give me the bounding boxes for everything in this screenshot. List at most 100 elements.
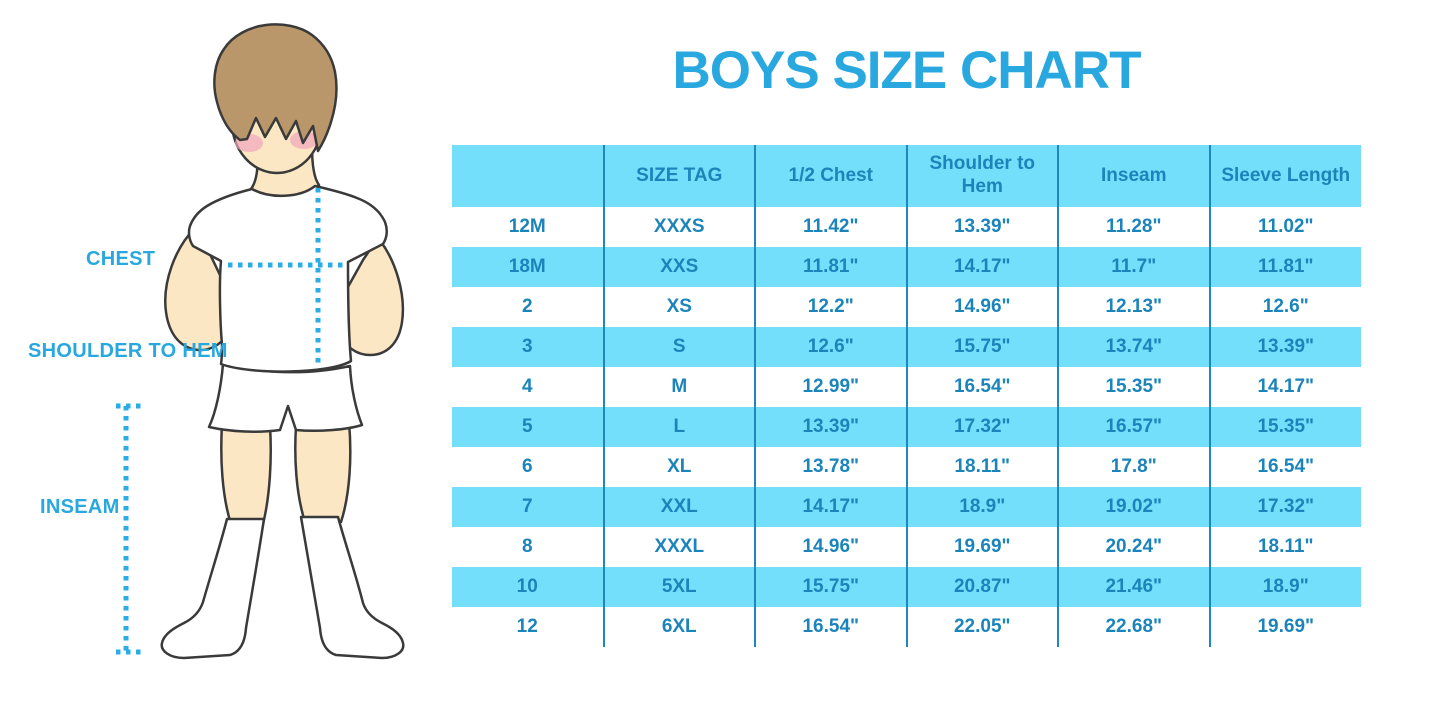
table-cell: 16.57" [1057, 407, 1210, 447]
table-cell: 12.6" [1208, 287, 1361, 327]
table-cell: 12M [452, 207, 604, 247]
right-leg [294, 420, 352, 524]
table-cell: 18.9" [1208, 567, 1361, 607]
table-cell: 12.99" [754, 367, 907, 407]
table-cell: 14.96" [754, 527, 907, 567]
table-row: 12M XXXS 11.42" 13.39" 11.28" 11.02" [452, 207, 1361, 247]
size-table-header: SIZE TAG 1/2 Chest Shoulder to Hem Inseam Sl… [452, 145, 1361, 207]
table-cell: 18M [452, 247, 604, 287]
table-row: 12 6XL 16.54" 22.05" 22.68" 19.69" [452, 607, 1361, 647]
table-cell: 17.8" [1057, 447, 1210, 487]
table-cell: 14.17" [754, 487, 907, 527]
size-table: SIZE TAG 1/2 Chest Shoulder to Hem Inseam Sl… [452, 145, 1361, 647]
column-header: Shoulder to Hem [905, 145, 1058, 207]
table-cell: 19.02" [1057, 487, 1210, 527]
table-cell: 12.6" [754, 327, 907, 367]
table-cell: XXS [602, 247, 755, 287]
column-header: 1/2 Chest [754, 145, 907, 207]
table-cell: 14.96" [905, 287, 1058, 327]
table-cell: 16.54" [1208, 447, 1361, 487]
table-cell: 15.75" [754, 567, 907, 607]
table-cell: 5 [452, 407, 604, 447]
header-row: SIZE TAG 1/2 Chest Shoulder to Hem Inseam Sl… [452, 145, 1361, 207]
t-shirt [187, 184, 388, 373]
table-cell: 18.11" [1208, 527, 1361, 567]
table-cell: 19.69" [1208, 607, 1361, 647]
column-header [452, 145, 604, 207]
table-cell: XS [602, 287, 755, 327]
table-cell: 14.17" [905, 247, 1058, 287]
table-cell: XL [602, 447, 755, 487]
table-cell: 20.87" [905, 567, 1058, 607]
table-cell: 10 [452, 567, 604, 607]
chest-label: CHEST [86, 248, 156, 270]
table-cell: M [602, 367, 755, 407]
table-cell: 22.68" [1057, 607, 1210, 647]
table-cell: 17.32" [1208, 487, 1361, 527]
table-cell: 15.35" [1208, 407, 1361, 447]
table-cell: 11.81" [754, 247, 907, 287]
table-cell: 3 [452, 327, 604, 367]
table-cell: 8 [452, 527, 604, 567]
inseam-label: INSEAM [40, 496, 120, 518]
table-cell: 5XL [602, 567, 755, 607]
left-sock [160, 517, 266, 660]
table-cell: 12 [452, 607, 604, 647]
table-cell: 16.54" [905, 367, 1058, 407]
table-cell: 15.35" [1057, 367, 1210, 407]
page-title: BOYS SIZE CHART [672, 41, 1142, 100]
table-cell: 7 [452, 487, 604, 527]
table-cell: XXL [602, 487, 755, 527]
table-row: 2 XS 12.2" 14.96" 12.13" 12.6" [452, 287, 1361, 327]
table-row: 5 L 13.39" 17.32" 16.57" 15.35" [452, 407, 1361, 447]
table-row: 10 5XL 15.75" 20.87" 21.46" 18.9" [452, 567, 1361, 607]
shoulder-to-hem-label: SHOULDER TO HEM [28, 340, 228, 362]
table-cell: 22.05" [905, 607, 1058, 647]
table-cell: 17.32" [905, 407, 1058, 447]
table-cell: 19.69" [905, 527, 1058, 567]
table-cell: 13.78" [754, 447, 907, 487]
table-cell: 11.81" [1208, 247, 1361, 287]
table-cell: 20.24" [1057, 527, 1210, 567]
table-row: 18M XXS 11.81" 14.17" 11.7" 11.81" [452, 247, 1361, 287]
table-cell: 21.46" [1057, 567, 1210, 607]
table-cell: 11.7" [1057, 247, 1210, 287]
table-cell: 14.17" [1208, 367, 1361, 407]
table-row: 3 S 12.6" 15.75" 13.74" 13.39" [452, 327, 1361, 367]
column-header: Inseam [1057, 145, 1210, 207]
table-cell: 11.28" [1057, 207, 1210, 247]
size-table-body: 12M XXXS 11.42" 13.39" 11.28" 11.02" 18M XXS 11.… [452, 207, 1361, 647]
table-cell: 12.2" [754, 287, 907, 327]
table-cell: 13.74" [1057, 327, 1210, 367]
table-cell: 15.75" [905, 327, 1058, 367]
table-row: 6 XL 13.78" 18.11" 17.8" 16.54" [452, 447, 1361, 487]
table-cell: 16.54" [754, 607, 907, 647]
table-row: 8 XXXL 14.96" 19.69" 20.24" 18.11" [452, 527, 1361, 567]
table-cell: 13.39" [754, 407, 907, 447]
left-leg [220, 422, 272, 526]
shorts [207, 362, 364, 433]
table-cell: 13.39" [1208, 327, 1361, 367]
table-cell: 12.13" [1057, 287, 1210, 327]
table-cell: XXXL [602, 527, 755, 567]
table-cell: L [602, 407, 755, 447]
column-header: SIZE TAG [602, 145, 755, 207]
column-header: Sleeve Length [1208, 145, 1361, 207]
table-row: 4 M 12.99" 16.54" 15.35" 14.17" [452, 367, 1361, 407]
table-cell: 6 [452, 447, 604, 487]
table-cell: 4 [452, 367, 604, 407]
table-cell: 18.11" [905, 447, 1058, 487]
table-cell: 18.9" [905, 487, 1058, 527]
table-cell: 6XL [602, 607, 755, 647]
table-cell: 2 [452, 287, 604, 327]
boy-illustration [116, 23, 405, 660]
table-row: 7 XXL 14.17" 18.9" 19.02" 17.32" [452, 487, 1361, 527]
hair [213, 23, 338, 153]
right-sock [299, 515, 405, 660]
table-cell: 11.42" [754, 207, 907, 247]
table-cell: 11.02" [1208, 207, 1361, 247]
table-cell: XXXS [602, 207, 755, 247]
table-cell: 13.39" [905, 207, 1058, 247]
table-cell: S [602, 327, 755, 367]
